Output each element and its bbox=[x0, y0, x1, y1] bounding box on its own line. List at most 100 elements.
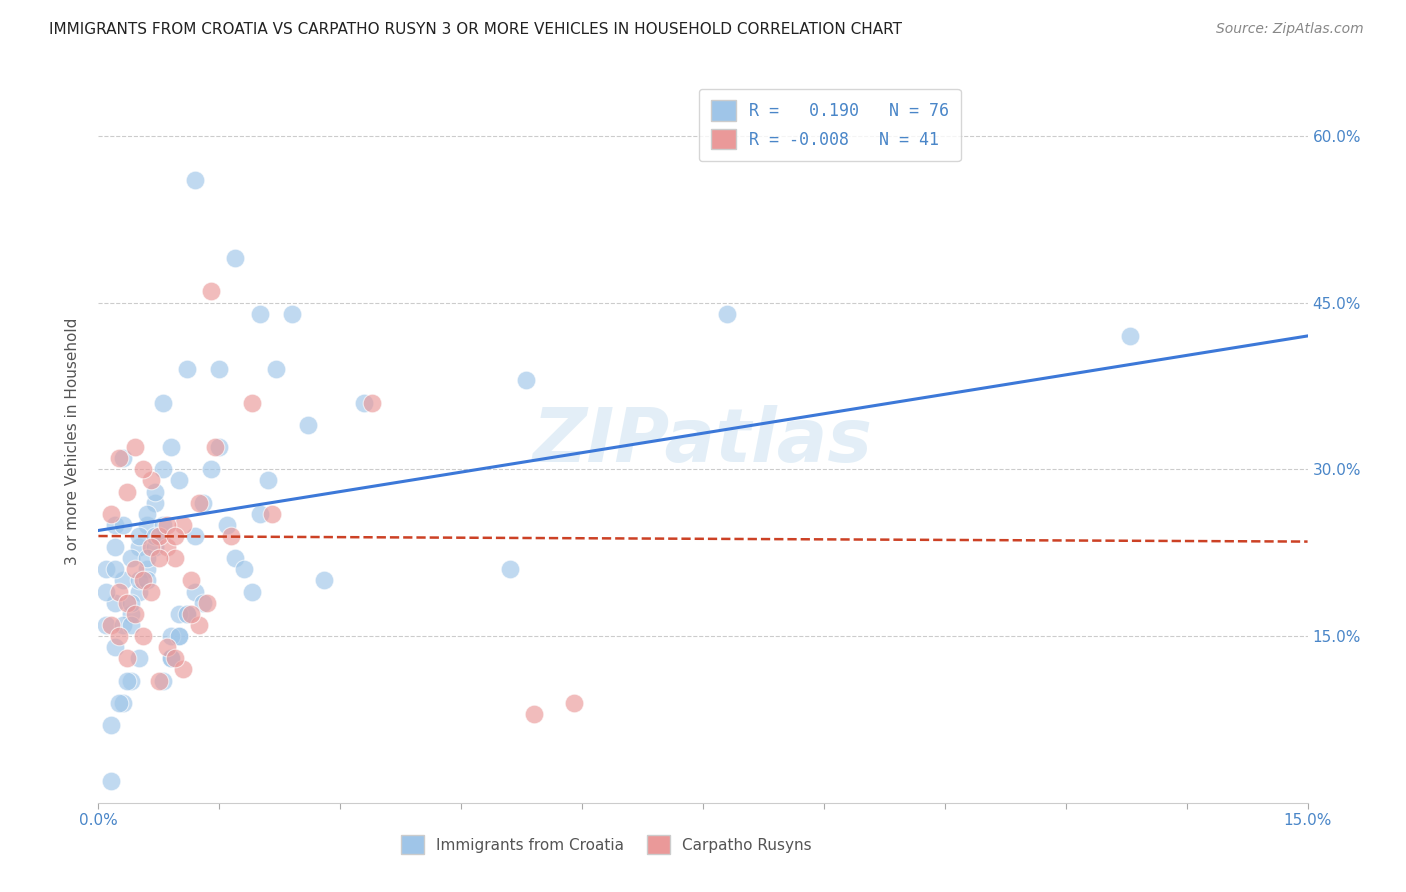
Point bbox=[515, 373, 537, 387]
Point bbox=[152, 462, 174, 476]
Point bbox=[249, 307, 271, 321]
Point bbox=[128, 584, 150, 599]
Point bbox=[200, 462, 222, 476]
Point bbox=[132, 574, 155, 588]
Point bbox=[107, 696, 129, 710]
Point bbox=[195, 596, 218, 610]
Point bbox=[103, 562, 125, 576]
Point bbox=[143, 529, 166, 543]
Point bbox=[103, 540, 125, 554]
Point bbox=[498, 562, 520, 576]
Point bbox=[128, 574, 150, 588]
Point bbox=[135, 551, 157, 566]
Point bbox=[193, 496, 215, 510]
Point bbox=[111, 696, 134, 710]
Point bbox=[135, 507, 157, 521]
Point bbox=[107, 584, 129, 599]
Point bbox=[124, 607, 146, 621]
Point bbox=[115, 596, 138, 610]
Point bbox=[361, 395, 384, 409]
Point bbox=[523, 706, 546, 721]
Point bbox=[100, 507, 122, 521]
Point bbox=[120, 607, 142, 621]
Point bbox=[184, 584, 207, 599]
Point bbox=[148, 529, 170, 543]
Point bbox=[135, 562, 157, 576]
Point bbox=[200, 285, 222, 299]
Point bbox=[128, 651, 150, 665]
Point bbox=[221, 529, 243, 543]
Point bbox=[120, 618, 142, 632]
Point bbox=[100, 618, 122, 632]
Point bbox=[111, 618, 134, 632]
Point bbox=[148, 551, 170, 566]
Point bbox=[167, 629, 190, 643]
Point bbox=[115, 651, 138, 665]
Point bbox=[163, 529, 186, 543]
Point bbox=[96, 584, 118, 599]
Text: IMMIGRANTS FROM CROATIA VS CARPATHO RUSYN 3 OR MORE VEHICLES IN HOUSEHOLD CORREL: IMMIGRANTS FROM CROATIA VS CARPATHO RUSY… bbox=[49, 22, 903, 37]
Point bbox=[163, 651, 186, 665]
Point bbox=[100, 718, 122, 732]
Point bbox=[107, 629, 129, 643]
Point bbox=[240, 395, 263, 409]
Point bbox=[176, 607, 198, 621]
Point bbox=[160, 440, 183, 454]
Point bbox=[152, 395, 174, 409]
Point bbox=[128, 540, 150, 554]
Point bbox=[143, 496, 166, 510]
Point bbox=[132, 462, 155, 476]
Point bbox=[180, 607, 202, 621]
Point bbox=[139, 584, 162, 599]
Point bbox=[256, 474, 278, 488]
Point bbox=[143, 540, 166, 554]
Point bbox=[208, 440, 231, 454]
Point bbox=[716, 307, 738, 321]
Point bbox=[124, 440, 146, 454]
Point bbox=[120, 596, 142, 610]
Point bbox=[163, 551, 186, 566]
Point bbox=[160, 651, 183, 665]
Point bbox=[135, 574, 157, 588]
Point bbox=[115, 484, 138, 499]
Point bbox=[240, 584, 263, 599]
Point bbox=[264, 362, 287, 376]
Legend: Immigrants from Croatia, Carpatho Rusyns: Immigrants from Croatia, Carpatho Rusyns bbox=[395, 830, 818, 860]
Y-axis label: 3 or more Vehicles in Household: 3 or more Vehicles in Household bbox=[65, 318, 80, 566]
Point bbox=[111, 574, 134, 588]
Point bbox=[139, 474, 162, 488]
Point bbox=[152, 673, 174, 688]
Point bbox=[217, 517, 239, 532]
Point bbox=[128, 529, 150, 543]
Point bbox=[249, 507, 271, 521]
Point bbox=[176, 607, 198, 621]
Point bbox=[107, 451, 129, 466]
Point bbox=[224, 551, 246, 566]
Point bbox=[260, 507, 283, 521]
Point bbox=[96, 618, 118, 632]
Point bbox=[156, 540, 179, 554]
Point bbox=[314, 574, 336, 588]
Text: ZIPatlas: ZIPatlas bbox=[533, 405, 873, 478]
Point bbox=[297, 417, 319, 432]
Point bbox=[152, 517, 174, 532]
Point bbox=[148, 673, 170, 688]
Point bbox=[160, 629, 183, 643]
Text: Source: ZipAtlas.com: Source: ZipAtlas.com bbox=[1216, 22, 1364, 37]
Point bbox=[172, 662, 194, 676]
Point bbox=[281, 307, 304, 321]
Point bbox=[208, 362, 231, 376]
Point bbox=[167, 607, 190, 621]
Point bbox=[204, 440, 226, 454]
Point bbox=[132, 629, 155, 643]
Point bbox=[172, 517, 194, 532]
Point bbox=[167, 629, 190, 643]
Point bbox=[160, 651, 183, 665]
Point bbox=[184, 529, 207, 543]
Point bbox=[100, 773, 122, 788]
Point bbox=[111, 451, 134, 466]
Point bbox=[103, 517, 125, 532]
Point bbox=[180, 574, 202, 588]
Point bbox=[167, 474, 190, 488]
Point bbox=[188, 618, 211, 632]
